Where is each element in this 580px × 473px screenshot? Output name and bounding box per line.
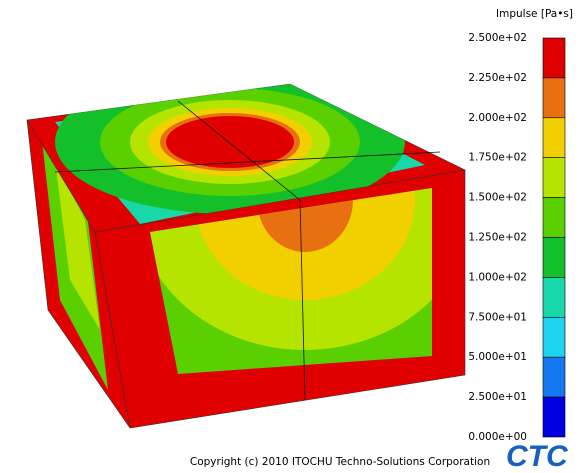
- color-band: [542, 77, 566, 119]
- color-band: [542, 157, 566, 198]
- color-band: [542, 277, 566, 318]
- legend-title: Impulse [Pa•s]: [496, 8, 573, 20]
- legend-tick-label: 0.000e+00: [468, 431, 527, 443]
- color-band: [542, 396, 566, 438]
- legend-tick-label: 1.500e+02: [468, 192, 527, 204]
- legend-tick-label: 1.250e+02: [468, 232, 527, 244]
- color-band: [542, 37, 566, 79]
- logo: CTC: [506, 440, 569, 473]
- copyright: Copyright (c) 2010 ITOCHU Techno-Solutio…: [190, 456, 490, 468]
- color-band: [542, 316, 566, 358]
- color-band: [542, 197, 566, 238]
- legend-tick-label: 2.500e+02: [468, 32, 527, 44]
- legend-tick-label: 2.500e+01: [468, 391, 527, 403]
- legend: Impulse [Pa•s] 2.500e+02 2.250e+02 2.000e+…: [468, 8, 573, 443]
- color-band: [542, 117, 566, 159]
- legend-tick-label: 2.000e+02: [468, 112, 527, 124]
- color-band: [542, 237, 566, 278]
- color-band: [542, 356, 566, 398]
- legend-tick-label: 7.500e+01: [468, 311, 527, 323]
- legend-tick-label: 2.250e+02: [468, 72, 527, 84]
- legend-tick-label: 5.000e+01: [468, 351, 527, 363]
- model-render: [26, 83, 466, 429]
- legend-tick-label: 1.000e+02: [468, 271, 527, 283]
- legend-tick-label: 1.750e+02: [468, 152, 527, 164]
